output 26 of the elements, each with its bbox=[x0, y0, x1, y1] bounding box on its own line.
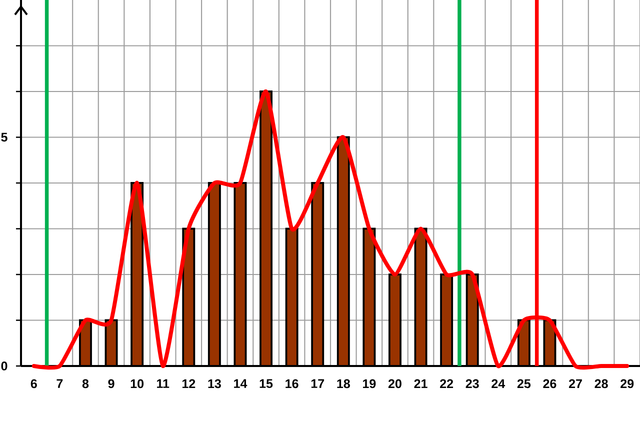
x-tick-label: 10 bbox=[130, 379, 144, 388]
x-tick-label: 22 bbox=[440, 379, 454, 388]
x-tick-label: 11 bbox=[157, 379, 170, 388]
x-tick-label: 9 bbox=[108, 379, 114, 388]
x-tick-label: 6 bbox=[30, 379, 37, 388]
x-tick-label: 28 bbox=[594, 379, 608, 388]
x-tick-label: 7 bbox=[56, 379, 63, 388]
x-tick-label: 25 bbox=[517, 379, 531, 388]
x-tick-label: 8 bbox=[82, 379, 89, 388]
x-tick-label: 20 bbox=[388, 379, 402, 388]
x-tick-label: 12 bbox=[182, 379, 196, 388]
x-tick-label: 26 bbox=[543, 379, 556, 388]
x-tick-label: 27 bbox=[568, 379, 582, 388]
x-tick-label: 29 bbox=[620, 379, 634, 388]
x-tick-label: 19 bbox=[363, 379, 376, 388]
x-tick-label: 14 bbox=[234, 379, 248, 388]
x-tick-label: 24 bbox=[492, 379, 506, 388]
x-tick-label: 16 bbox=[286, 379, 298, 388]
x-tick-label: 17 bbox=[311, 379, 324, 388]
x-tick-label: 23 bbox=[466, 379, 479, 388]
x-tick-label: 21 bbox=[414, 379, 428, 388]
y-tick-label: 0 bbox=[1, 362, 8, 370]
x-tick-label: 13 bbox=[208, 379, 221, 388]
x-tick-label: 15 bbox=[260, 379, 273, 388]
x-tick-label: 18 bbox=[337, 379, 350, 388]
y-tick-label: 5 bbox=[1, 132, 8, 142]
